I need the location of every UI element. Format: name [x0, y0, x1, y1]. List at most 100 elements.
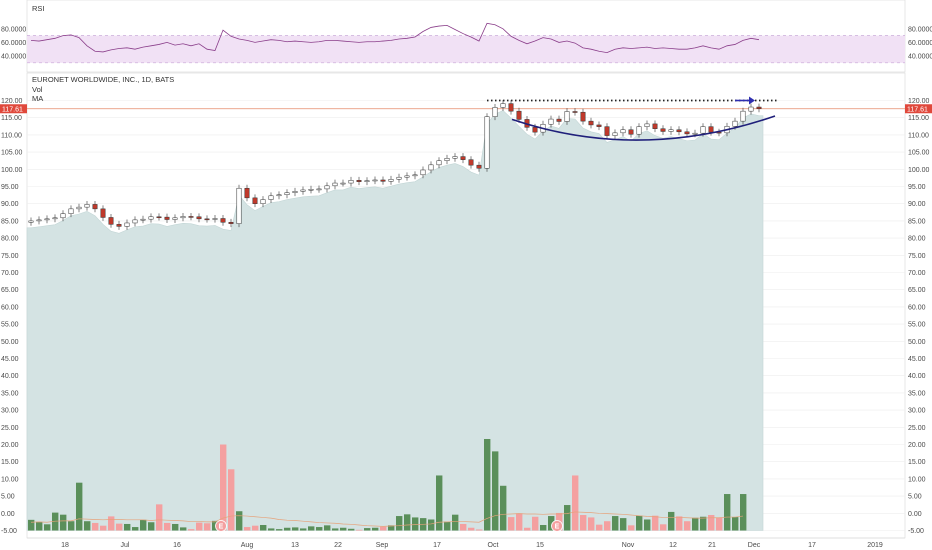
volume-bar [116, 523, 123, 531]
volume-bar [548, 516, 555, 531]
rsi-line [30, 22, 760, 54]
rsi-y-axis-left: 80.0000 60.0000 40.0000 [1, 26, 26, 60]
time-tick: 2019 [867, 542, 883, 549]
candle [92, 200, 98, 213]
time-tick: 17 [433, 542, 441, 549]
candle [428, 161, 434, 174]
price-tick-right: 15.00 [908, 459, 926, 466]
volume-bar [124, 523, 131, 531]
volume-bar [244, 527, 251, 531]
volume-bar [508, 517, 515, 531]
rsi-tick-right: 80.0000 [908, 26, 932, 33]
time-tick: 18 [61, 542, 69, 549]
volume-bar [524, 527, 531, 531]
volume-bar [316, 527, 323, 531]
price-tick-right: 35.00 [908, 390, 926, 397]
volume-bar [492, 451, 499, 531]
price-area [26, 110, 764, 531]
earnings-marker-text: E [219, 524, 224, 531]
price-tick-left: 60.00 [1, 304, 19, 311]
price-tick-right: 105.00 [908, 150, 930, 157]
price-tick-left: 5.00 [1, 494, 15, 501]
volume-ma-line [30, 511, 744, 527]
candle [596, 121, 602, 131]
candle [332, 179, 338, 190]
volume-bar [476, 529, 483, 531]
rsi-tick-left: 80.0000 [1, 26, 26, 33]
volume-bar [652, 515, 659, 531]
candle [292, 187, 298, 197]
time-tick: 16 [173, 542, 181, 549]
price-tick-left: 50.00 [1, 339, 19, 346]
volume-bar [156, 504, 163, 531]
candle [644, 120, 650, 131]
candle [140, 215, 146, 224]
earnings-marker-text: E [555, 524, 560, 531]
price-tick-right: 120.00 [908, 98, 930, 105]
candle [260, 196, 266, 208]
candle [676, 126, 682, 136]
volume-bar [204, 523, 211, 531]
price-axis-left: 120.00 115.00 110.00 105.00 100.00 95.00 90.00… [1, 98, 23, 535]
volume-bar [36, 521, 43, 531]
price-tick-left: 40.00 [1, 373, 19, 380]
volume-bar [68, 521, 75, 531]
volume-bar [532, 516, 539, 531]
volume-bar [412, 517, 419, 531]
volume-bar [740, 494, 747, 531]
price-tick-left: 95.00 [1, 184, 19, 191]
volume-bar [540, 524, 547, 531]
price-tick-right: 80.00 [908, 236, 926, 243]
volume-bar [628, 525, 635, 531]
volume-bar [372, 527, 379, 531]
candle [612, 129, 618, 140]
rsi-panel: 80.0000 60.0000 40.0000 80.0000 60.0000 40.0… [1, 0, 932, 73]
candle [84, 200, 90, 211]
earnings-marker[interactable]: E [215, 520, 227, 532]
candle [436, 157, 442, 169]
candle [124, 219, 130, 230]
time-tick: 12 [669, 542, 677, 549]
price-tick-right: 70.00 [908, 270, 926, 277]
time-tick: 17 [808, 542, 816, 549]
candle [180, 212, 186, 222]
volume-bar [444, 521, 451, 531]
last-price-tag-left: 117.61 [0, 104, 27, 114]
price-tick-right: 20.00 [908, 442, 926, 449]
price-tick-left: 70.00 [1, 270, 19, 277]
candle [220, 215, 226, 226]
price-tick-right: 100.00 [908, 167, 930, 174]
price-tick-right: 5.00 [908, 494, 922, 501]
candle [188, 212, 194, 221]
candle [276, 191, 282, 200]
price-tick-left: 75.00 [1, 253, 19, 260]
volume-bar [300, 528, 307, 531]
volume-bar [460, 523, 467, 531]
volume-bar [148, 522, 155, 531]
volume-bar [268, 528, 275, 531]
price-tick-right: 25.00 [908, 425, 926, 432]
price-tick-right: -5.00 [908, 528, 924, 535]
volume-bar [140, 519, 147, 531]
volume-bar [588, 517, 595, 531]
volume-bar [100, 525, 107, 531]
candle [468, 156, 474, 169]
earnings-marker[interactable]: E [551, 520, 563, 532]
volume-bar [60, 514, 67, 531]
volume-bar [428, 519, 435, 531]
volume-bar [364, 528, 371, 531]
time-tick: 15 [536, 542, 544, 549]
candle [500, 100, 506, 111]
rsi-tick-right: 40.0000 [908, 54, 932, 61]
price-tick-right: 30.00 [908, 408, 926, 415]
chart-title: EURONET WORLDWIDE, INC., 1D, BATS [32, 75, 174, 84]
volume-bar [668, 511, 675, 531]
price-tick-left: 20.00 [1, 442, 19, 449]
price-tick-left: 30.00 [1, 408, 19, 415]
volume-bar [684, 521, 691, 531]
volume-bar [260, 524, 267, 531]
price-tick-left: 45.00 [1, 356, 19, 363]
candle [396, 173, 402, 183]
candle [252, 194, 258, 208]
volume-bar [132, 527, 139, 531]
